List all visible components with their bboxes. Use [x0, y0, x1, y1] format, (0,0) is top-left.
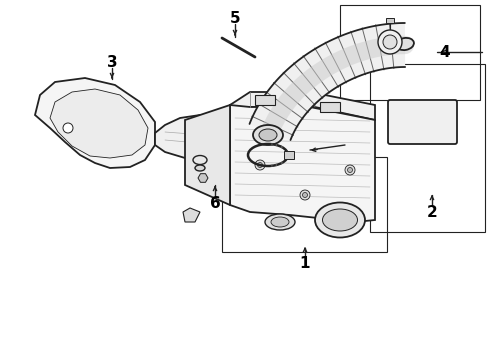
Text: 2: 2 — [427, 204, 438, 220]
Circle shape — [63, 123, 73, 133]
Polygon shape — [183, 208, 200, 222]
Polygon shape — [230, 105, 375, 222]
Ellipse shape — [259, 129, 277, 141]
Circle shape — [302, 193, 308, 198]
Circle shape — [300, 190, 310, 200]
Circle shape — [345, 165, 355, 175]
FancyBboxPatch shape — [388, 100, 457, 144]
Text: 3: 3 — [107, 54, 117, 69]
Ellipse shape — [265, 214, 295, 230]
Bar — [284, 151, 294, 159]
Text: 5: 5 — [230, 10, 240, 26]
Circle shape — [347, 167, 352, 172]
Ellipse shape — [271, 217, 289, 227]
Ellipse shape — [322, 209, 358, 231]
Circle shape — [378, 30, 402, 54]
Text: 6: 6 — [210, 195, 220, 211]
Bar — [340, 5, 480, 100]
Bar — [370, 64, 485, 232]
Circle shape — [383, 35, 397, 49]
Polygon shape — [155, 115, 235, 160]
Bar — [222, 157, 387, 252]
Polygon shape — [230, 92, 375, 120]
Text: 1: 1 — [300, 256, 310, 270]
Polygon shape — [185, 105, 230, 205]
Ellipse shape — [315, 202, 365, 238]
Circle shape — [255, 160, 265, 170]
Circle shape — [258, 162, 263, 167]
Ellipse shape — [253, 125, 283, 145]
Polygon shape — [50, 89, 148, 158]
Polygon shape — [198, 174, 208, 182]
Polygon shape — [35, 78, 155, 168]
Text: 4: 4 — [440, 45, 450, 59]
Ellipse shape — [396, 38, 414, 50]
Ellipse shape — [193, 156, 207, 165]
Bar — [255, 95, 275, 105]
Bar — [386, 18, 394, 23]
Polygon shape — [249, 23, 405, 140]
Ellipse shape — [195, 165, 205, 171]
Bar — [320, 102, 340, 112]
